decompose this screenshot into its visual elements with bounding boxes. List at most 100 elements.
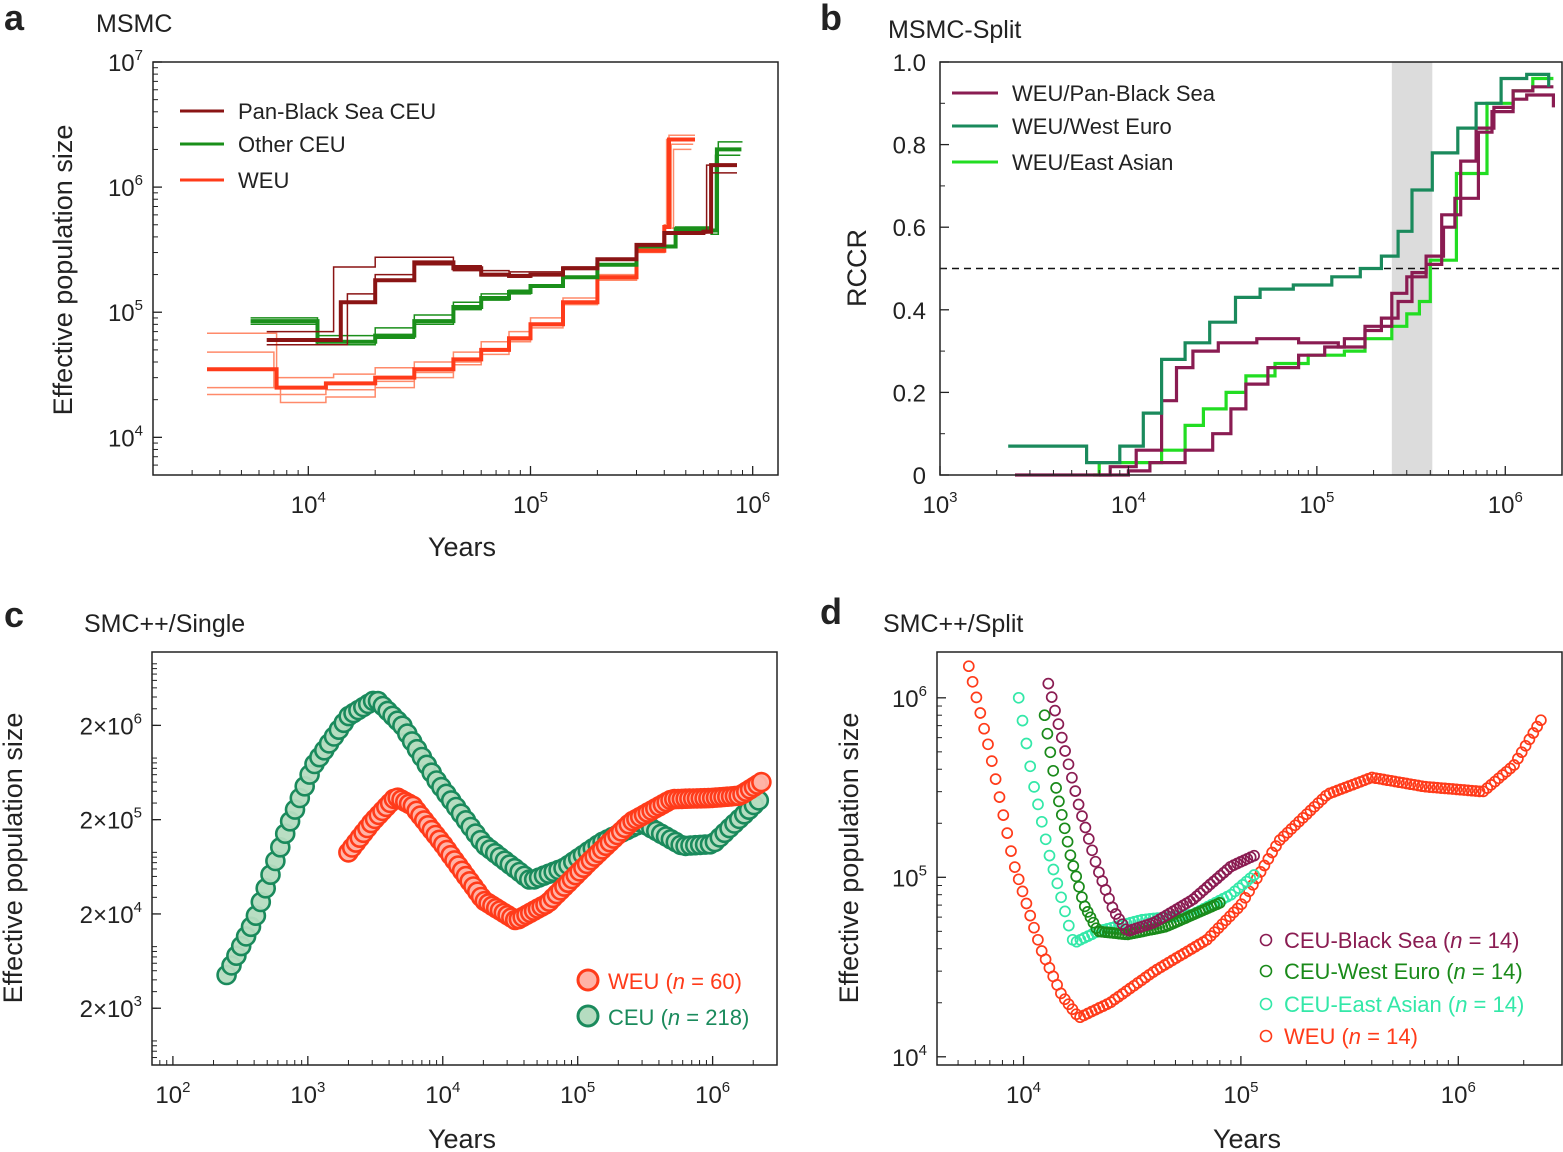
legend-label-pan-black-sea-ceu: Pan-Black Sea CEU [238, 99, 436, 124]
panel-c-y-tick-label: 2×105 [80, 805, 142, 835]
point-ceu-west-euro [1064, 849, 1077, 862]
panel-c-x-tick-label: 105 [560, 1079, 595, 1109]
point-weu [1416, 780, 1428, 793]
point-ceu-west-euro [1047, 764, 1060, 777]
point-weu [1208, 926, 1221, 938]
point-ceu-black-sea [1082, 833, 1095, 845]
legend-label-ceu-east-asian: CEU-East Asian (n = 14) [1284, 992, 1524, 1017]
panel-d-legend: CEU-Black Sea (n = 14) CEU-West Euro (n … [1259, 928, 1524, 1049]
point-weu [1028, 921, 1040, 934]
point-weu [1465, 784, 1478, 797]
point-weu [1204, 930, 1217, 942]
point-ceu-east-asian [1035, 815, 1048, 828]
panel-b: b MSMC-Split 103 104 105 106 0 0.2 0.4 0.6 0.8 1.… [820, 0, 1563, 519]
panel-c-x-tick-label: 103 [290, 1079, 325, 1109]
point-ceu-west-euro [1038, 709, 1051, 722]
point-weu [1308, 800, 1321, 813]
point-weu [1270, 840, 1282, 852]
point-weu [1427, 781, 1440, 794]
point-weu [1300, 808, 1313, 821]
point-weu [1289, 819, 1302, 832]
point-ceu-west-euro [1061, 835, 1074, 848]
point-weu [1297, 812, 1309, 824]
point-ceu-east-asian [1062, 919, 1075, 932]
point-weu [1020, 897, 1033, 910]
point-ceu-black-sea [1190, 890, 1203, 903]
point-weu [997, 809, 1010, 821]
point-ceu-black-sea [1059, 745, 1071, 757]
panel-d-y-tick-label: 106 [892, 683, 927, 713]
legend-label-weu: WEU (n = 60) [608, 969, 742, 994]
legend-label-weu-west-euro: WEU/West Euro [1012, 114, 1172, 139]
series-line-weu-west-euro [1008, 72, 1551, 465]
point-ceu-west-euro [1044, 746, 1057, 759]
point-ceu-black-sea [1248, 849, 1260, 862]
series-line-other-ceu [250, 147, 742, 344]
point-weu [751, 771, 772, 793]
point-ceu-black-sea [1045, 691, 1058, 703]
point-ceu-east-asian [1059, 905, 1071, 918]
series-line-pan-black-sea-ceu [266, 163, 737, 342]
point-weu [1439, 782, 1451, 795]
point-ceu-black-sea [1066, 771, 1078, 784]
point-weu [1450, 783, 1463, 796]
point-weu [1316, 793, 1328, 806]
panel-c-x-axis-label: Years [428, 1124, 496, 1152]
legend-label-other-ceu: Other CEU [238, 132, 346, 157]
panel-d-y-axis-label: Effective population size [834, 713, 864, 1004]
panel-a-title: MSMC [96, 10, 172, 38]
panel-c-y-axis-label: Effective population size [0, 713, 28, 1004]
point-weu [1458, 784, 1470, 796]
point-weu [1032, 933, 1044, 946]
panel-d-y-tick-label: 104 [892, 1042, 927, 1072]
point-weu [1419, 780, 1432, 793]
panel-c-title: SMC++/Single [84, 610, 245, 638]
point-weu [1285, 823, 1298, 835]
panel-d-title: SMC++/Split [883, 610, 1023, 638]
point-weu [1519, 739, 1532, 752]
point-weu [1312, 797, 1325, 809]
panel-c-x-tick-label: 104 [425, 1079, 460, 1109]
point-weu [1531, 720, 1543, 733]
point-ceu-black-sea [1106, 901, 1119, 914]
panel-b-y-tick-label: 0.2 [893, 380, 926, 407]
point-weu [1535, 714, 1547, 727]
panel-b-x-tick-label: 105 [1299, 489, 1334, 519]
panel-c-plot-frame [151, 651, 778, 1066]
point-ceu-black-sea [1194, 887, 1206, 900]
point-ceu-east-asian [1047, 863, 1060, 876]
panel-d-y-tick-label: 105 [892, 862, 927, 892]
panel-b-y-tick-label: 0 [913, 463, 926, 490]
point-ceu-west-euro [1050, 782, 1062, 794]
panel-a-y-tick-label: 106 [108, 172, 143, 202]
panel-c: c SMC++/Single 102 103 104 105 106 2×103 2×104… [0, 594, 778, 1152]
point-weu [1381, 774, 1394, 787]
point-ceu-west-euro [1078, 900, 1091, 913]
panel-b-y-tick-label: 1.0 [893, 50, 926, 77]
legend-label-weu-pan-black-sea: WEU/Pan-Black Sea [1012, 81, 1216, 106]
panel-a-label: a [4, 0, 25, 38]
point-ceu-black-sea [1197, 884, 1210, 897]
point-ceu-black-sea [1187, 893, 1200, 905]
point-ceu-black-sea [1079, 821, 1092, 834]
panel-d-x-axis-label: Years [1213, 1124, 1281, 1152]
point-weu [1454, 783, 1467, 796]
series-line-weu-east-asian [1093, 76, 1554, 477]
point-weu [1227, 906, 1240, 919]
point-weu [993, 791, 1006, 803]
panel-a-plot-frame [152, 61, 779, 476]
point-ceu-east-asian [1024, 760, 1037, 773]
point-weu [1216, 918, 1229, 931]
point-ceu-black-sea [1204, 878, 1217, 891]
point-ceu-black-sea [1201, 881, 1213, 894]
point-weu [982, 738, 994, 751]
panel-b-title: MSMC-Split [888, 16, 1021, 44]
panel-c-y-tick-label: 2×103 [80, 993, 142, 1023]
point-weu [1527, 727, 1540, 739]
panel-b-y-tick-label: 0.6 [893, 215, 926, 242]
point-ceu-east-asian [1055, 891, 1067, 904]
point-ceu-west-euro [1041, 727, 1054, 740]
panel-a-y-axis-label: Effective population size [48, 125, 78, 416]
panel-d-label: d [820, 591, 842, 632]
